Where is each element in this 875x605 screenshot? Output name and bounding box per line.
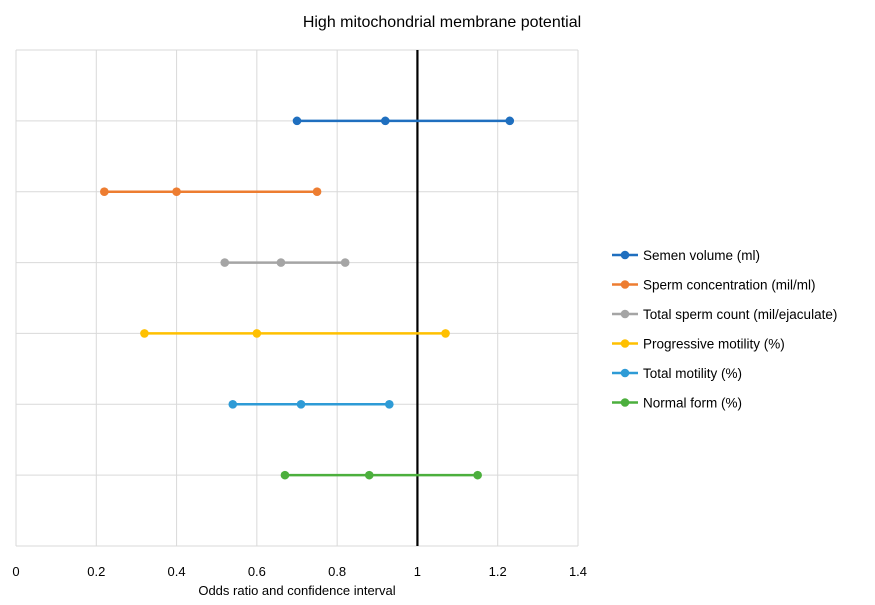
legend-label: Semen volume (ml) — [643, 248, 760, 263]
estimate-point — [276, 258, 286, 267]
ci-upper-point — [441, 329, 450, 338]
ci-lower-point — [140, 329, 149, 338]
legend-item: Progressive motility (%) — [612, 337, 785, 352]
legend-item: Normal form (%) — [612, 396, 742, 411]
ci-lower-point — [100, 187, 109, 197]
ci-upper-point — [473, 470, 482, 480]
ci-upper-point — [340, 258, 350, 267]
legend-label: Total motility (%) — [643, 366, 742, 381]
ci-upper-point — [385, 399, 394, 409]
chart-title: High mitochondrial membrane potential — [303, 14, 581, 31]
ci-lower-point — [220, 258, 230, 267]
x-axis-label: Odds ratio and confidence interval — [198, 583, 395, 598]
x-tick-label: 0.6 — [248, 564, 266, 579]
legend-item: Total sperm count (mil/ejaculate) — [612, 307, 837, 322]
x-tick-label: 1.4 — [569, 564, 587, 579]
x-tick-labels: 0 0.2 0.4 0.6 0.8 1 1.2 1.4 — [12, 564, 587, 579]
ci-upper-point — [312, 187, 322, 197]
series-6 — [280, 470, 482, 480]
legend-item: Semen volume (ml) — [612, 248, 760, 263]
legend-label: Sperm concentration (mil/ml) — [643, 278, 816, 293]
x-tick-label: 1 — [414, 564, 421, 579]
legend-swatch-marker — [620, 250, 630, 260]
x-tick-label: 0.8 — [328, 564, 346, 579]
legend-label: Normal form (%) — [643, 396, 742, 411]
ci-lower-point — [228, 399, 238, 409]
legend: Semen volume (ml) Sperm concentration (mi… — [612, 248, 837, 411]
ci-lower-point — [280, 470, 290, 480]
legend-swatch-marker — [620, 368, 630, 378]
legend-label: Progressive motility (%) — [643, 337, 785, 352]
legend-item: Total motility (%) — [612, 366, 742, 381]
ci-upper-point — [505, 116, 515, 126]
legend-item: Sperm concentration (mil/ml) — [612, 278, 816, 293]
x-tick-label: 0.2 — [87, 564, 105, 579]
series-5 — [228, 399, 394, 409]
legend-swatch-marker — [620, 280, 630, 289]
x-tick-label: 0.4 — [168, 564, 186, 579]
series-2 — [100, 187, 322, 197]
legend-swatch-marker — [620, 398, 630, 407]
estimate-point — [172, 187, 181, 197]
legend-swatch-marker — [620, 309, 630, 319]
estimate-point — [381, 116, 390, 126]
estimate-point — [364, 470, 374, 480]
legend-label: Total sperm count (mil/ejaculate) — [643, 307, 837, 322]
ci-lower-point — [292, 116, 302, 126]
estimate-point — [296, 399, 306, 409]
series-1 — [292, 116, 515, 126]
estimate-point — [252, 329, 262, 338]
series-3 — [220, 258, 350, 267]
series-group — [100, 116, 515, 480]
x-tick-label: 0 — [12, 564, 19, 579]
legend-swatch-marker — [620, 339, 630, 348]
x-tick-label: 1.2 — [489, 564, 507, 579]
series-4 — [140, 329, 450, 338]
